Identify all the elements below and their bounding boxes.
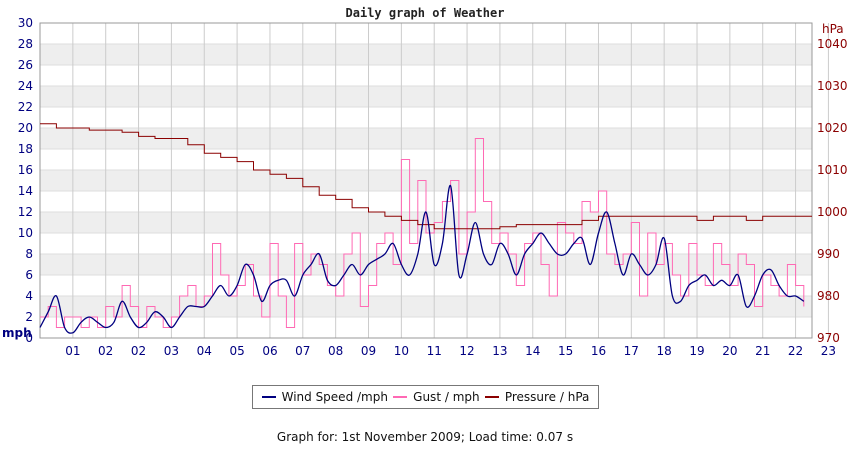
gust-line bbox=[40, 138, 805, 328]
right-tick-label: 990 bbox=[817, 247, 840, 261]
grid-band bbox=[40, 296, 812, 317]
left-tick-label: 22 bbox=[18, 100, 33, 114]
left-tick-label: 2 bbox=[25, 310, 33, 324]
legend: Wind Speed /mph Gust / mph Pressure / hP… bbox=[252, 385, 599, 409]
left-tick-label: 4 bbox=[25, 289, 33, 303]
x-tick-label: 13 bbox=[492, 344, 507, 358]
legend-label: Wind Speed /mph bbox=[281, 390, 388, 404]
x-tick-label: 12 bbox=[459, 344, 474, 358]
right-tick-label: 1040 bbox=[817, 37, 848, 51]
right-tick-label: 1030 bbox=[817, 79, 848, 93]
x-tick-label: 15 bbox=[558, 344, 573, 358]
wind-speed-swatch bbox=[261, 396, 276, 398]
right-tick-label: 980 bbox=[817, 289, 840, 303]
right-tick-label: 1000 bbox=[817, 205, 848, 219]
legend-item-pressure: Pressure / hPa bbox=[484, 390, 590, 404]
x-tick-label: 14 bbox=[525, 344, 540, 358]
x-tick-label: 11 bbox=[427, 344, 442, 358]
x-tick-label: 02 bbox=[131, 344, 146, 358]
left-tick-label: 14 bbox=[18, 184, 33, 198]
legend-item-gust: Gust / mph bbox=[393, 390, 480, 404]
left-tick-label: 0 bbox=[25, 331, 33, 345]
x-tick-label: 02 bbox=[98, 344, 113, 358]
x-tick-label: 07 bbox=[295, 344, 310, 358]
weather-chart: Daily graph of Weather 02468101214161820… bbox=[2, 6, 848, 358]
x-tick-label: 20 bbox=[722, 344, 737, 358]
legend-label: Pressure / hPa bbox=[504, 390, 590, 404]
left-tick-label: 8 bbox=[25, 247, 33, 261]
left-tick-label: 20 bbox=[18, 121, 33, 135]
left-tick-label: 10 bbox=[18, 226, 33, 240]
left-tick-label: 26 bbox=[18, 58, 33, 72]
left-tick-label: 28 bbox=[18, 37, 33, 51]
left-axis-unit: mph bbox=[2, 326, 32, 340]
chart-title: Daily graph of Weather bbox=[346, 6, 505, 20]
x-tick-label: 16 bbox=[591, 344, 606, 358]
series-layer bbox=[39, 123, 812, 334]
legend-label: Gust / mph bbox=[413, 390, 480, 404]
x-tick-label: 04 bbox=[197, 344, 212, 358]
x-tick-label: 21 bbox=[755, 344, 770, 358]
x-tick-label: 10 bbox=[394, 344, 409, 358]
right-axis-ticks: 970 980 990 1000 1010 1020 1030 1040 bbox=[817, 37, 848, 345]
plot-border bbox=[39, 22, 813, 339]
left-tick-label: 6 bbox=[25, 268, 33, 282]
x-tick-label: 17 bbox=[624, 344, 639, 358]
grid-band bbox=[40, 44, 812, 65]
left-tick-label: 16 bbox=[18, 163, 33, 177]
right-axis-unit: hPa bbox=[822, 22, 844, 36]
x-tick-label: 05 bbox=[229, 344, 244, 358]
x-tick-label: 01 bbox=[65, 344, 80, 358]
x-tick-label: 19 bbox=[689, 344, 704, 358]
grid-lines bbox=[39, 22, 829, 339]
graph-footer: Graph for: 1st November 2009; Load time:… bbox=[276, 430, 574, 444]
x-tick-label: 23 bbox=[821, 344, 836, 358]
right-tick-label: 970 bbox=[817, 331, 840, 345]
x-tick-label: 08 bbox=[328, 344, 343, 358]
pressure-swatch bbox=[484, 396, 499, 398]
x-tick-label: 09 bbox=[361, 344, 376, 358]
left-tick-label: 30 bbox=[18, 16, 33, 30]
grid-band bbox=[40, 86, 812, 107]
right-tick-label: 1020 bbox=[817, 121, 848, 135]
grid-band bbox=[40, 254, 812, 275]
pressure-line bbox=[40, 123, 812, 230]
right-tick-label: 1010 bbox=[817, 163, 848, 177]
left-tick-label: 24 bbox=[18, 79, 33, 93]
gust-swatch bbox=[393, 396, 408, 398]
x-tick-label: 18 bbox=[657, 344, 672, 358]
x-tick-label: 03 bbox=[164, 344, 179, 358]
legend-item-wind-speed: Wind Speed /mph bbox=[261, 390, 388, 404]
x-axis-ticks: 01 02 02 03 04 05 06 07 08 09 10 11 12 13 14 15 16 17 18 19… bbox=[65, 344, 836, 358]
wind-speed-line bbox=[39, 185, 805, 334]
x-tick-label: 22 bbox=[788, 344, 803, 358]
left-tick-label: 12 bbox=[18, 205, 33, 219]
x-tick-label: 06 bbox=[262, 344, 277, 358]
left-tick-label: 18 bbox=[18, 142, 33, 156]
grid-band bbox=[40, 128, 812, 149]
